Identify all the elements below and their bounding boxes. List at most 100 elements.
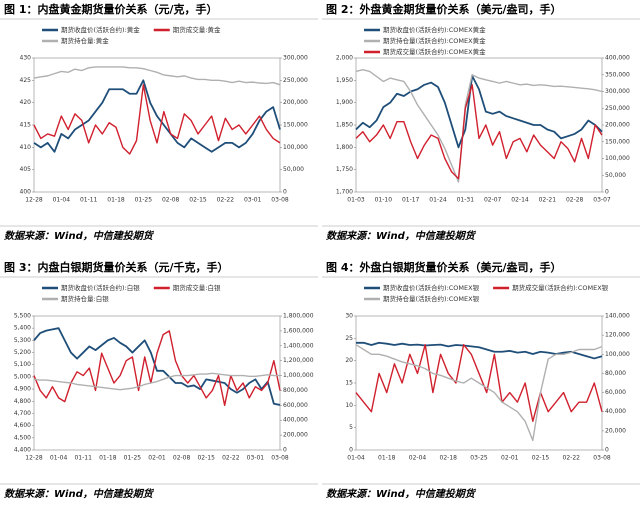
y-tick-label: 15 (345, 380, 353, 387)
y2-tick-label: 140,000 (605, 313, 630, 320)
x-tick-label: 01-11 (74, 455, 92, 462)
series-line (355, 69, 603, 183)
y-tick-label: 5,200 (14, 349, 31, 356)
plot-frame (33, 57, 281, 193)
y2-tick-label: 200,000 (283, 432, 308, 439)
y2-tick-label: 400,000 (605, 55, 630, 62)
y2-tick-label: 100,000 (605, 155, 630, 162)
x-tick-label: 03-08 (593, 455, 611, 462)
y-tick-label: 25 (345, 335, 353, 342)
y2-tick-label: 250,000 (605, 105, 630, 112)
legend-label: 期货成交量(活跃合约):COMEX黄金 (383, 47, 486, 56)
legend-label: 期货收盘价(活跃合约):白银 (61, 283, 140, 292)
y2-tick-label: 40,000 (605, 408, 626, 415)
legend-label: 期货持仓量(活跃合约):COMEX银 (383, 294, 480, 303)
legend-label: 期货持仓量:黄金 (61, 36, 109, 45)
x-tick-label: 03-08 (271, 197, 289, 204)
chart-title: 图 2：外盘黄金期货量价关系（美元/盎司，手） (326, 2, 562, 16)
y2-tick-label: 1,400,000 (283, 342, 314, 349)
x-tick-label: 02-07 (484, 197, 502, 204)
x-tick-label: 02-15 (197, 455, 215, 462)
source: 数据来源：Wind，中信建投期货 (4, 230, 155, 242)
y2-tick-label: 20,000 (605, 427, 626, 434)
y2-tick-label: 150,000 (283, 122, 308, 129)
series-line (33, 330, 281, 407)
y-tick-label: 5,300 (14, 337, 31, 344)
x-tick-label: 03-25 (470, 455, 488, 462)
y2-tick-label: 350,000 (605, 71, 630, 78)
series-line (355, 344, 603, 442)
y2-tick-label: 300,000 (283, 55, 308, 62)
y-tick-label: 1,900 (336, 99, 353, 106)
x-tick-label: 12-28 (25, 455, 43, 462)
y-tick-label: 5,500 (14, 313, 31, 320)
y-tick-label: 4,600 (14, 422, 31, 429)
y-tick-label: 5,000 (14, 373, 31, 380)
y-tick-label: 4,700 (14, 410, 31, 417)
x-tick-label: 02-15 (532, 455, 550, 462)
y-tick-label: 1,700 (336, 189, 353, 196)
chart-title: 图 4：外盘白银期货量价关系（美元/盎司，手） (326, 260, 562, 274)
series-line (355, 74, 603, 149)
y-tick-label: 415 (20, 122, 32, 129)
x-tick-label: 03-07 (593, 197, 611, 204)
x-tick-label: 02-01 (501, 455, 519, 462)
y2-tick-label: 200,000 (283, 99, 308, 106)
y2-tick-label: 1,800,000 (283, 313, 314, 320)
y-tick-label: 20 (345, 357, 353, 364)
x-tick-label: 02-04 (409, 455, 427, 462)
x-tick-label: 02-15 (189, 197, 207, 204)
chart-title: 图 3：内盘白银期货量价关系（元/千克，手） (4, 260, 229, 274)
legend-label: 期货持仓量:白银 (61, 294, 109, 303)
y-tick-label: 1,800 (336, 144, 353, 151)
y-tick-label: 400 (20, 189, 32, 196)
x-tick-label: 03-01 (244, 197, 262, 204)
y-tick-label: 4,900 (14, 386, 31, 393)
plot-frame (33, 315, 281, 451)
x-tick-label: 01-11 (80, 197, 98, 204)
legend-label: 期货持仓量(活跃合约):COMEX黄金 (383, 36, 486, 45)
source: 数据来源：Wind，中信建投期货 (326, 488, 477, 500)
legend-label: 期货收盘价(活跃合约):黄金 (61, 25, 140, 34)
y2-tick-label: 50,000 (283, 166, 304, 173)
chart-title: 图 1：内盘黄金期货量价关系（元/克，手） (4, 2, 218, 16)
x-tick-label: 01-04 (347, 455, 365, 462)
legend-label: 期货收盘价(活跃合约):COMEX黄金 (383, 25, 486, 34)
x-tick-label: 01-31 (457, 197, 475, 204)
y2-tick-label: 200,000 (605, 122, 630, 129)
series-line (33, 66, 281, 86)
y2-tick-label: 50,000 (605, 172, 626, 179)
y-tick-label: 10 (345, 402, 353, 409)
legend-label: 期货成交量:黄金 (173, 25, 221, 34)
y2-tick-label: 0 (283, 447, 287, 454)
x-tick-label: 02-14 (511, 197, 529, 204)
y-tick-label: 2,000 (336, 55, 353, 62)
y2-tick-label: 1,200,000 (283, 357, 314, 364)
y-tick-label: 4,400 (14, 447, 31, 454)
y-tick-label: 5,400 (14, 325, 31, 332)
x-tick-label: 01-04 (50, 455, 68, 462)
y2-tick-label: 250,000 (283, 77, 308, 84)
x-tick-label: 01-03 (347, 197, 365, 204)
y-tick-label: 1,750 (336, 166, 353, 173)
series-line (355, 84, 603, 180)
y-tick-label: 4,800 (14, 398, 31, 405)
x-tick-label: 02-08 (173, 455, 191, 462)
series-line (33, 372, 280, 391)
x-tick-label: 02-08 (162, 197, 180, 204)
y2-tick-label: 0 (283, 189, 287, 196)
x-tick-label: 02-22 (563, 455, 581, 462)
x-tick-label: 01-10 (375, 197, 393, 204)
series-line (33, 79, 281, 153)
y2-tick-label: 120,000 (605, 332, 630, 339)
legend-label: 期货收盘价(活跃合约):COMEX银 (383, 283, 480, 292)
y-tick-label: 420 (20, 99, 32, 106)
x-tick-label: 03-08 (271, 455, 289, 462)
x-tick-label: 03-01 (247, 455, 265, 462)
source: 数据来源：Wind，中信建投期货 (326, 230, 477, 242)
series-line (355, 344, 603, 422)
legend-label: 期货成交量(活跃合约):COMEX银 (512, 283, 609, 292)
x-tick-label: 02-28 (566, 197, 584, 204)
y2-tick-label: 1,000,000 (283, 372, 314, 379)
y2-tick-label: 800,000 (283, 387, 308, 394)
